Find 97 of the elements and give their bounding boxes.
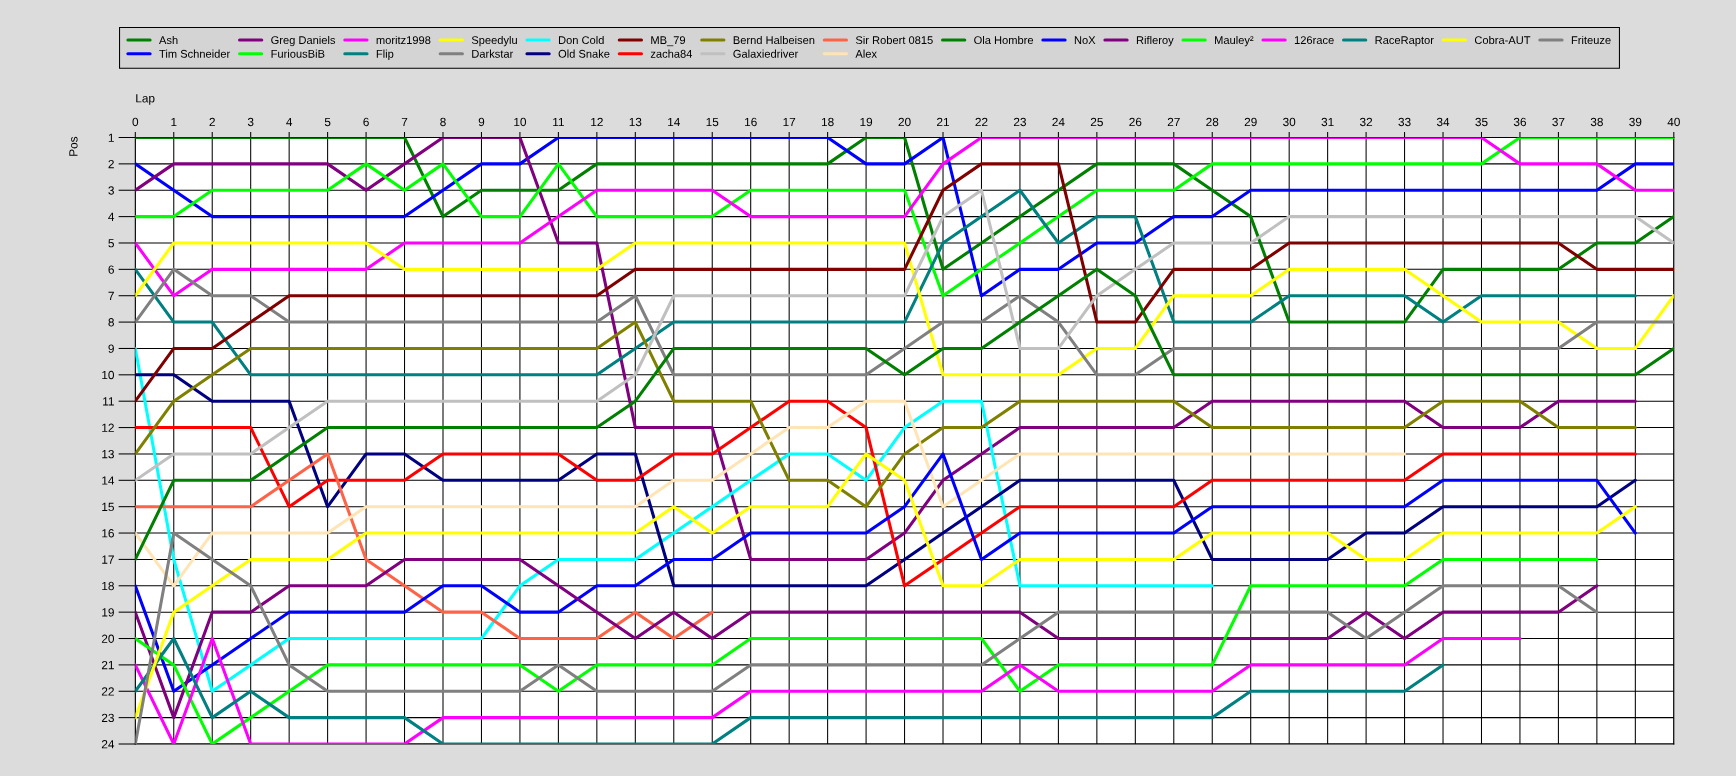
legend-label: 126race: [1294, 36, 1334, 45]
x-tick-label: 25: [1090, 117, 1103, 127]
y-tick-label: 3: [108, 186, 114, 195]
legend-label: Galaxiedriver: [733, 49, 799, 58]
y-tick-label: 22: [101, 687, 114, 696]
y-tick-label: 11: [103, 397, 114, 406]
legend-label: Ash: [159, 35, 178, 45]
line-series: [135, 137, 1637, 561]
x-axis-title: Lap: [136, 94, 155, 105]
legend-label: RaceRaptor: [1375, 36, 1434, 47]
x-tick-label: 7: [401, 117, 408, 127]
legend-label: Speedylu: [471, 35, 517, 47]
x-tick-label: 18: [821, 117, 834, 127]
x-tick-label: 12: [591, 117, 603, 127]
legend-label: Darkstar: [472, 49, 514, 58]
y-tick-label: 15: [102, 502, 114, 512]
x-tick-label: 34: [1436, 117, 1450, 127]
x-tick-label: 37: [1552, 117, 1565, 127]
x-tick-label: 1: [171, 117, 177, 127]
x-tick-label: 3: [247, 117, 254, 127]
x-tick-label: 10: [514, 117, 527, 127]
x-tick-label: 33: [1398, 117, 1411, 127]
x-tick-label: 19: [860, 117, 873, 127]
x-tick-label: 21: [937, 117, 949, 127]
x-tick-label: 31: [1321, 117, 1334, 127]
x-tick-label: 5: [324, 117, 331, 127]
line-series: [135, 188, 1637, 377]
y-tick-label: 5: [108, 239, 114, 248]
legend-label: Friteuze: [1571, 35, 1611, 45]
x-tick-label: 13: [629, 117, 642, 127]
y-tick-label: 23: [101, 713, 114, 723]
x-tick-label: 17: [783, 117, 796, 127]
x-tick-label: 27: [1167, 117, 1180, 127]
y-tick-label: 18: [102, 581, 114, 591]
legend-label: MB_79: [651, 36, 686, 47]
x-tick-label: 32: [1359, 117, 1373, 127]
legend-label: Old Snake: [558, 49, 610, 58]
legend-label: Don Cold: [558, 35, 604, 45]
y-tick-label: 7: [108, 291, 114, 300]
x-tick-label: 28: [1206, 117, 1219, 127]
x-tick-label: 22: [975, 117, 988, 127]
x-tick-label: 9: [478, 117, 485, 127]
x-tick-label: 40: [1667, 117, 1680, 127]
x-tick-label: 29: [1244, 117, 1257, 127]
x-tick-label: 16: [745, 117, 757, 127]
y-axis-title: Pos: [69, 136, 78, 156]
line-series: [135, 399, 1407, 588]
legend-label: zacha84: [650, 49, 693, 58]
x-tick-label: 0: [132, 117, 139, 127]
legend-label: FuriousBiB: [271, 49, 325, 58]
y-tick-label: 10: [102, 370, 115, 380]
legend-label: Bernd Halbeisen: [733, 35, 815, 45]
y-tick-label: 24: [101, 740, 115, 749]
legend-label: Tim Schneider: [159, 49, 231, 58]
legend-label: Sir Robert 0815: [855, 35, 933, 45]
x-tick-label: 38: [1590, 117, 1603, 127]
y-tick-label: 21: [101, 660, 114, 670]
y-tick-label: 20: [101, 634, 115, 643]
x-tick-label: 15: [706, 117, 719, 127]
line-series: [135, 346, 1214, 693]
x-tick-label: 4: [286, 117, 293, 127]
x-tick-label: 6: [363, 117, 369, 127]
line-series: [135, 320, 1637, 509]
y-tick-label: 2: [108, 159, 114, 169]
y-tick-label: 19: [102, 608, 114, 617]
y-tick-label: 13: [102, 449, 114, 459]
x-tick-label: 39: [1629, 117, 1642, 127]
legend-label: Flip: [376, 49, 394, 60]
y-tick-label: 14: [102, 476, 115, 485]
legend-label: Rifleroy: [1136, 35, 1174, 47]
y-tick-label: 1: [108, 133, 114, 142]
legend-label: Mauley²: [1215, 35, 1254, 47]
x-tick-label: 20: [898, 117, 911, 127]
x-tick-label: 24: [1052, 117, 1065, 127]
x-tick-label: 35: [1475, 117, 1488, 127]
x-tick-label: 8: [440, 117, 446, 127]
line-series: [135, 452, 714, 641]
legend-label: Ola Hombre: [974, 35, 1034, 45]
y-tick-label: 8: [108, 318, 114, 327]
x-tick-label: 36: [1513, 117, 1526, 127]
legend-label: moritz1998: [376, 35, 431, 45]
legend-label: NoX: [1074, 36, 1096, 45]
y-tick-label: 6: [108, 265, 114, 274]
y-tick-label: 17: [102, 555, 114, 564]
y-tick-label: 9: [108, 344, 114, 353]
y-tick-label: 12: [102, 423, 114, 432]
x-tick-label: 23: [1013, 117, 1026, 127]
x-tick-label: 14: [668, 117, 680, 127]
legend-label: Cobra-AUT: [1474, 35, 1531, 45]
x-tick-label: 26: [1129, 117, 1142, 127]
x-tick-label: 2: [209, 117, 215, 127]
legend-label: Alex: [855, 49, 877, 58]
x-tick-label: 11: [553, 117, 564, 127]
y-tick-label: 16: [102, 529, 114, 538]
legend-label: Greg Daniels: [271, 35, 336, 47]
y-tick-label: 4: [108, 212, 115, 221]
x-tick-label: 30: [1283, 117, 1296, 127]
